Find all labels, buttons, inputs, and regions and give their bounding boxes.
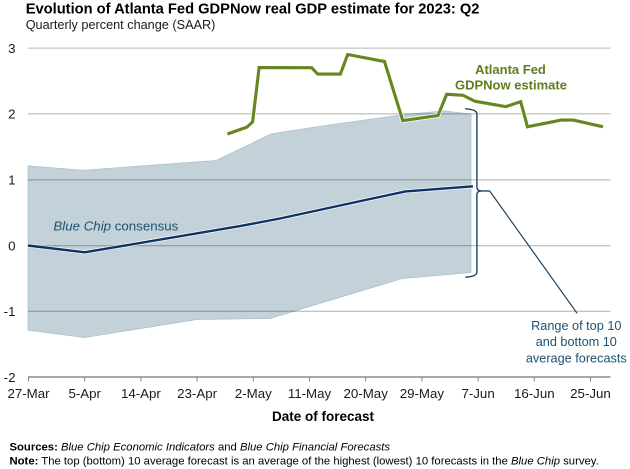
svg-text:25-Jun: 25-Jun (570, 386, 611, 401)
svg-text:5-Apr: 5-Apr (68, 386, 101, 401)
svg-text:27-Mar: 27-Mar (7, 386, 50, 401)
svg-text:-2: -2 (4, 370, 16, 385)
svg-text:20-May: 20-May (344, 386, 389, 401)
svg-text:3: 3 (8, 41, 15, 56)
svg-text:2-May: 2-May (235, 386, 272, 401)
svg-text:average forecasts: average forecasts (526, 351, 627, 365)
svg-text:Date of forecast: Date of forecast (272, 409, 375, 424)
svg-text:1: 1 (8, 173, 15, 188)
svg-text:7-Jun: 7-Jun (461, 386, 494, 401)
svg-text:Quarterly percent change (SAAR: Quarterly percent change (SAAR) (26, 18, 216, 32)
svg-text:23-Apr: 23-Apr (177, 386, 217, 401)
svg-text:Atlanta Fed: Atlanta Fed (475, 62, 546, 77)
svg-text:0: 0 (8, 238, 15, 253)
svg-text:Note: The top (bottom) 10 aver: Note: The top (bottom) 10 average foreca… (10, 455, 599, 467)
svg-text:16-Jun: 16-Jun (514, 386, 555, 401)
svg-text:GDPNow estimate: GDPNow estimate (455, 78, 567, 93)
svg-text:29-May: 29-May (400, 386, 445, 401)
svg-text:Evolution of Atlanta Fed GDPNo: Evolution of Atlanta Fed GDPNow real GDP… (26, 1, 480, 17)
svg-text:14-Apr: 14-Apr (121, 386, 161, 401)
svg-text:11-May: 11-May (288, 386, 332, 401)
svg-text:Blue Chip consensus: Blue Chip consensus (53, 219, 178, 234)
svg-text:Range of top 10: Range of top 10 (531, 319, 621, 333)
svg-text:and bottom 10: and bottom 10 (536, 335, 617, 349)
svg-text:2: 2 (8, 107, 15, 122)
svg-text:-1: -1 (4, 304, 16, 319)
svg-text:Sources: Blue Chip Economic In: Sources: Blue Chip Economic Indicators a… (10, 441, 391, 453)
